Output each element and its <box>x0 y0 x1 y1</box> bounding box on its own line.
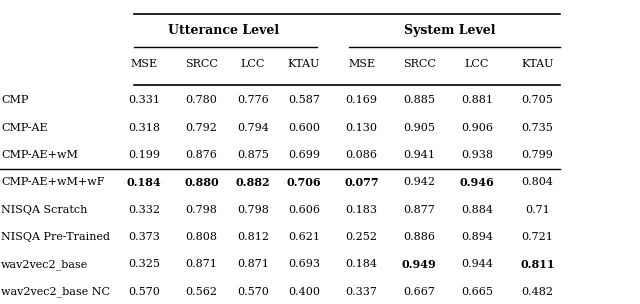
Text: 0.482: 0.482 <box>522 287 554 297</box>
Text: CMP-AE: CMP-AE <box>1 123 48 133</box>
Text: 0.184: 0.184 <box>346 260 378 269</box>
Text: KTAU: KTAU <box>288 59 320 69</box>
Text: 0.199: 0.199 <box>128 150 160 160</box>
Text: 0.400: 0.400 <box>288 287 320 297</box>
Text: 0.184: 0.184 <box>127 177 161 188</box>
Text: 0.804: 0.804 <box>522 178 554 187</box>
Text: System Level: System Level <box>404 24 495 37</box>
Text: 0.71: 0.71 <box>525 205 550 215</box>
Text: MSE: MSE <box>131 59 157 69</box>
Text: wav2vec2_base NC: wav2vec2_base NC <box>1 286 110 297</box>
Text: 0.792: 0.792 <box>186 123 218 133</box>
Text: 0.811: 0.811 <box>520 259 555 270</box>
Text: 0.621: 0.621 <box>288 232 320 242</box>
Text: 0.373: 0.373 <box>128 232 160 242</box>
Text: 0.946: 0.946 <box>460 177 494 188</box>
Text: 0.938: 0.938 <box>461 150 493 160</box>
Text: 0.183: 0.183 <box>346 205 378 215</box>
Text: 0.875: 0.875 <box>237 150 269 160</box>
Text: 0.876: 0.876 <box>186 150 218 160</box>
Text: 0.587: 0.587 <box>288 95 320 105</box>
Text: 0.877: 0.877 <box>403 205 435 215</box>
Text: 0.318: 0.318 <box>128 123 160 133</box>
Text: 0.894: 0.894 <box>461 232 493 242</box>
Text: Utterance Level: Utterance Level <box>168 24 280 37</box>
Text: 0.600: 0.600 <box>288 123 320 133</box>
Text: 0.881: 0.881 <box>461 95 493 105</box>
Text: 0.942: 0.942 <box>403 178 435 187</box>
Text: 0.665: 0.665 <box>461 287 493 297</box>
Text: 0.776: 0.776 <box>237 95 269 105</box>
Text: 0.705: 0.705 <box>522 95 554 105</box>
Text: 0.331: 0.331 <box>128 95 160 105</box>
Text: 0.941: 0.941 <box>403 150 435 160</box>
Text: 0.325: 0.325 <box>128 260 160 269</box>
Text: 0.735: 0.735 <box>522 123 554 133</box>
Text: CMP: CMP <box>1 95 29 105</box>
Text: 0.798: 0.798 <box>186 205 218 215</box>
Text: 0.780: 0.780 <box>186 95 218 105</box>
Text: 0.871: 0.871 <box>237 260 269 269</box>
Text: 0.130: 0.130 <box>346 123 378 133</box>
Text: SRCC: SRCC <box>403 59 436 69</box>
Text: LCC: LCC <box>241 59 265 69</box>
Text: 0.332: 0.332 <box>128 205 160 215</box>
Text: 0.812: 0.812 <box>237 232 269 242</box>
Text: 0.570: 0.570 <box>237 287 269 297</box>
Text: KTAU: KTAU <box>522 59 554 69</box>
Text: LCC: LCC <box>465 59 489 69</box>
Text: NISQA Pre-Trained: NISQA Pre-Trained <box>1 232 110 242</box>
Text: 0.337: 0.337 <box>346 287 378 297</box>
Text: 0.871: 0.871 <box>186 260 218 269</box>
Text: 0.906: 0.906 <box>461 123 493 133</box>
Text: 0.706: 0.706 <box>287 177 321 188</box>
Text: 0.885: 0.885 <box>403 95 435 105</box>
Text: 0.699: 0.699 <box>288 150 320 160</box>
Text: SRCC: SRCC <box>185 59 218 69</box>
Text: 0.905: 0.905 <box>403 123 435 133</box>
Text: 0.799: 0.799 <box>522 150 554 160</box>
Text: 0.693: 0.693 <box>288 260 320 269</box>
Text: 0.252: 0.252 <box>346 232 378 242</box>
Text: CMP-AE+wM: CMP-AE+wM <box>1 150 78 160</box>
Text: 0.808: 0.808 <box>186 232 218 242</box>
Text: 0.570: 0.570 <box>128 287 160 297</box>
Text: 0.884: 0.884 <box>461 205 493 215</box>
Text: 0.562: 0.562 <box>186 287 218 297</box>
Text: 0.880: 0.880 <box>184 177 219 188</box>
Text: 0.077: 0.077 <box>344 177 379 188</box>
Text: NISQA Scratch: NISQA Scratch <box>1 205 88 215</box>
Text: 0.169: 0.169 <box>346 95 378 105</box>
Text: 0.667: 0.667 <box>403 287 435 297</box>
Text: 0.606: 0.606 <box>288 205 320 215</box>
Text: MSE: MSE <box>348 59 375 69</box>
Text: 0.886: 0.886 <box>403 232 435 242</box>
Text: 0.798: 0.798 <box>237 205 269 215</box>
Text: 0.882: 0.882 <box>236 177 270 188</box>
Text: 0.721: 0.721 <box>522 232 554 242</box>
Text: wav2vec2_base: wav2vec2_base <box>1 259 88 270</box>
Text: CMP-AE+wM+wF: CMP-AE+wM+wF <box>1 178 105 187</box>
Text: 0.794: 0.794 <box>237 123 269 133</box>
Text: 0.949: 0.949 <box>402 259 436 270</box>
Text: 0.944: 0.944 <box>461 260 493 269</box>
Text: 0.086: 0.086 <box>346 150 378 160</box>
